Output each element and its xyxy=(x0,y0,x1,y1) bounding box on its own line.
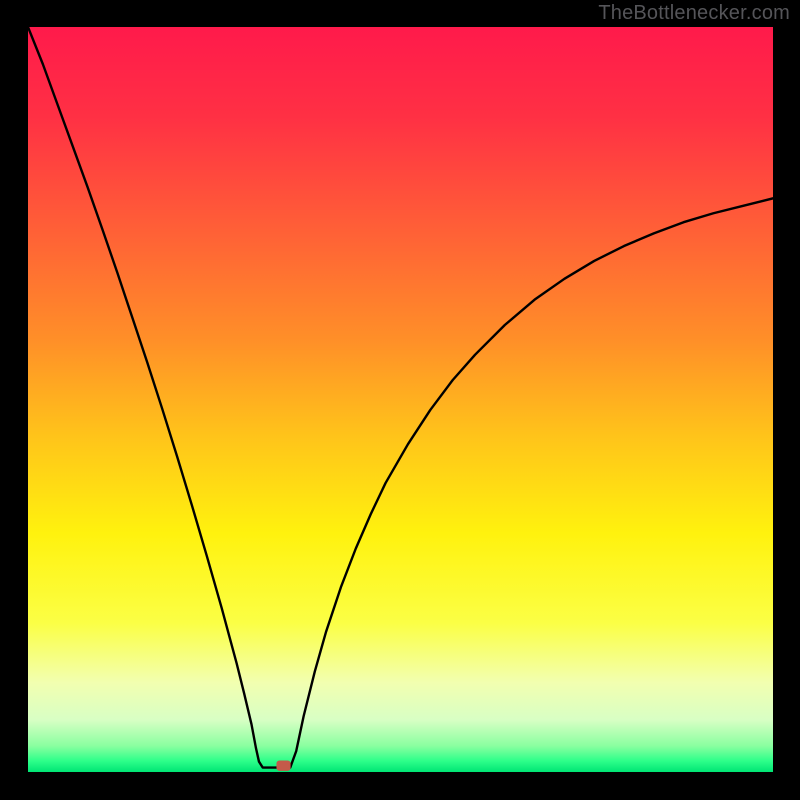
plot-area xyxy=(28,27,773,772)
watermark-text: TheBottlenecker.com xyxy=(598,2,790,25)
bottleneck-marker xyxy=(276,760,290,770)
plot-svg xyxy=(28,27,773,772)
gradient-background xyxy=(28,27,773,772)
chart-frame: TheBottlenecker.com xyxy=(0,0,800,800)
